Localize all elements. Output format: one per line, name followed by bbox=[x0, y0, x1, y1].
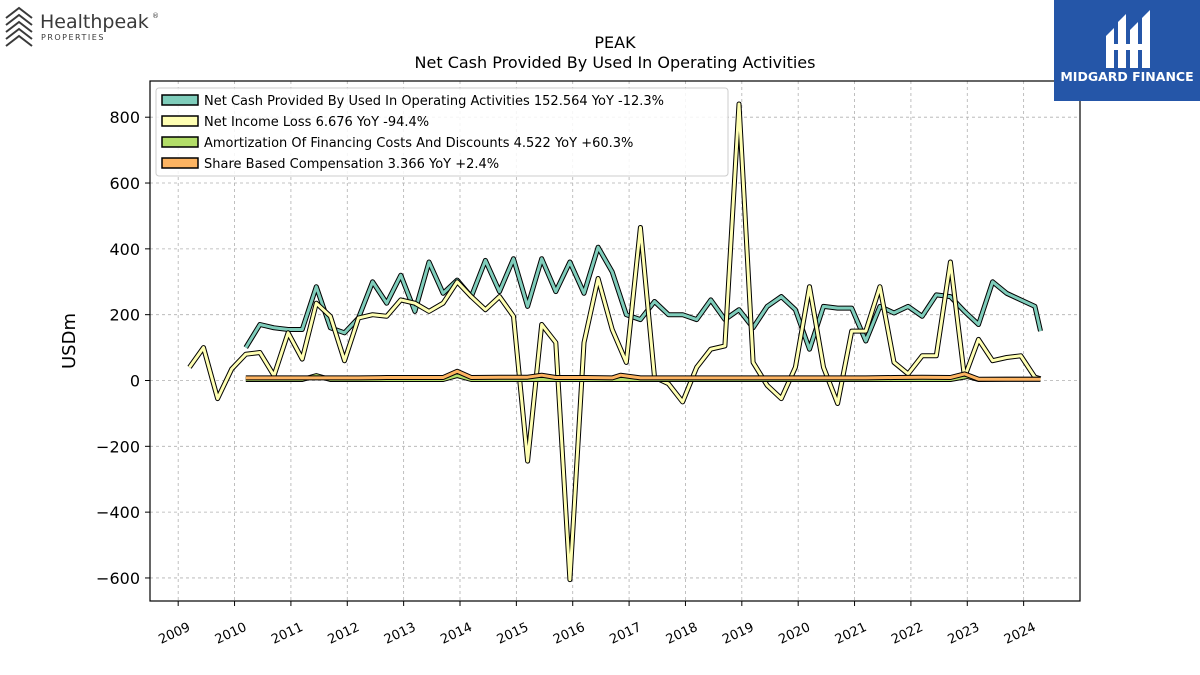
y-tick-label: 200 bbox=[109, 306, 140, 325]
legend-swatch bbox=[161, 94, 199, 106]
legend-entry: Net Income Loss 6.676 YoY -94.4% bbox=[204, 115, 429, 130]
legend-entry: Net Cash Provided By Used In Operating A… bbox=[204, 94, 664, 109]
x-tick-label: 2024 bbox=[1002, 620, 1038, 648]
legend-box bbox=[155, 87, 729, 177]
healthpeak-subtitle: PROPERTIES bbox=[41, 33, 105, 42]
y-tick-label: −600 bbox=[96, 569, 140, 588]
x-tick-label: 2020 bbox=[777, 620, 813, 648]
x-tick-label: 2015 bbox=[495, 620, 531, 648]
x-tick-label: 2023 bbox=[946, 620, 982, 648]
legend-entry: Amortization Of Financing Costs And Disc… bbox=[204, 136, 633, 151]
plot-frame bbox=[149, 80, 1081, 602]
legend-swatch bbox=[161, 136, 199, 148]
x-tick-label: 2019 bbox=[720, 620, 756, 648]
x-axis: 2009 2010 2011 2012 2013 2014 2015 2016 2017 2018… bbox=[157, 601, 1038, 648]
x-tick-label: 2009 bbox=[157, 620, 193, 648]
y-tick-label: −200 bbox=[96, 437, 140, 456]
x-tick-label: 2016 bbox=[551, 620, 587, 648]
chart-title: PEAK bbox=[594, 33, 636, 52]
y-axis: −600 −400 −200 0 200 400 600 800 bbox=[96, 108, 150, 588]
x-tick-label: 2012 bbox=[326, 620, 362, 648]
series-line-net-income-loss bbox=[188, 102, 1041, 582]
x-tick-label: 2018 bbox=[664, 620, 700, 648]
chart-subtitle: Net Cash Provided By Used In Operating A… bbox=[415, 53, 816, 72]
x-tick-label: 2013 bbox=[382, 620, 418, 648]
midgard-mark-icon bbox=[1106, 10, 1150, 68]
series-lines bbox=[187, 101, 1043, 583]
y-tick-label: 600 bbox=[109, 174, 140, 193]
x-tick-label: 2014 bbox=[438, 620, 474, 648]
healthpeak-mark-icon bbox=[5, 6, 33, 47]
y-axis-label: USDm bbox=[59, 313, 80, 369]
y-tick-label: 400 bbox=[109, 240, 140, 259]
x-tick-label: 2021 bbox=[833, 620, 869, 648]
legend: Net Cash Provided By Used In Operating A… bbox=[155, 87, 729, 177]
x-tick-label: 2011 bbox=[269, 620, 305, 648]
legend-swatch bbox=[161, 115, 199, 127]
y-tick-label: 0 bbox=[130, 371, 140, 390]
legend-entry: Share Based Compensation 3.366 YoY +2.4% bbox=[204, 157, 499, 172]
x-tick-label: 2022 bbox=[889, 620, 925, 648]
midgard-wordmark: MIDGARD FINANCE bbox=[1060, 69, 1193, 84]
x-tick-label: 2017 bbox=[607, 620, 643, 648]
y-tick-label: −400 bbox=[96, 503, 140, 522]
midgard-finance-logo: MIDGARD FINANCE bbox=[1054, 0, 1200, 101]
healthpeak-wordmark: Healthpeak bbox=[40, 11, 149, 33]
y-tick-label: 800 bbox=[109, 108, 140, 127]
series-line-share-based-compensation bbox=[245, 369, 1041, 381]
x-tick-label: 2010 bbox=[213, 620, 249, 648]
healthpeak-registered: ® bbox=[152, 12, 159, 20]
healthpeak-logo: Healthpeak ® PROPERTIES bbox=[4, 6, 164, 48]
legend-swatch bbox=[161, 157, 199, 169]
